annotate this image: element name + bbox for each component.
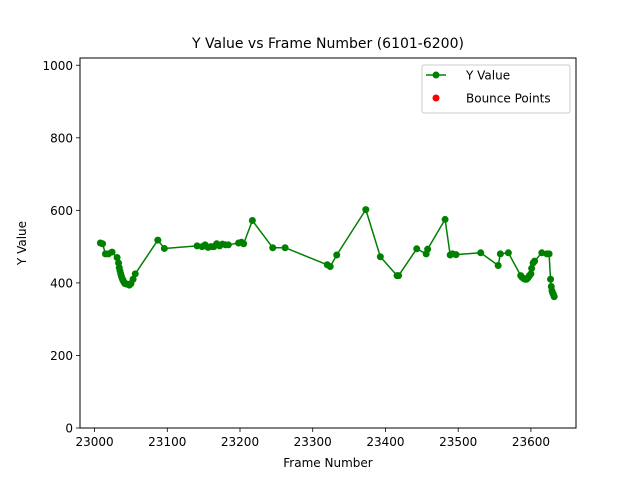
data-point [424, 245, 432, 253]
x-tick-label: 23400 [366, 435, 404, 449]
data-point [131, 270, 139, 278]
data-point [528, 264, 536, 272]
data-point [527, 270, 535, 278]
data-point [248, 217, 256, 225]
data-point [224, 241, 232, 249]
plot-area [96, 206, 558, 301]
x-tick-label: 23300 [294, 435, 332, 449]
legend-marker-y-value [432, 71, 440, 79]
data-point [269, 244, 277, 252]
data-point [547, 275, 555, 283]
x-tick-label: 23200 [221, 435, 259, 449]
data-point [395, 272, 403, 280]
data-point [545, 250, 553, 258]
data-point [531, 257, 539, 265]
legend-label-bounce-points: Bounce Points [466, 92, 551, 106]
data-point [452, 251, 460, 259]
axes-frame [79, 57, 577, 429]
data-point [376, 253, 384, 261]
data-point [413, 245, 421, 253]
data-point [160, 244, 168, 252]
legend: Y Value Bounce Points [421, 64, 571, 114]
x-tick-label: 23600 [512, 435, 550, 449]
data-point [550, 293, 558, 301]
chart-title: Y Value vs Frame Number (6101-6200) [191, 36, 464, 52]
y-axis: 0 200 400 600 800 1000 [42, 59, 80, 436]
data-point [504, 249, 512, 257]
data-point [494, 261, 502, 269]
data-point [441, 215, 449, 223]
x-axis: 23000 23100 23200 23300 23400 23500 23600 [75, 428, 550, 449]
data-point [496, 250, 504, 258]
data-point [99, 240, 107, 248]
data-point [333, 251, 341, 259]
data-point [281, 244, 289, 252]
data-point [129, 275, 137, 283]
data-point [326, 263, 334, 271]
y-axis-label: Y Value [15, 221, 29, 266]
data-point [108, 248, 116, 256]
y-tick-label: 0 [65, 422, 73, 436]
data-point [362, 206, 370, 214]
y-tick-label: 600 [50, 204, 73, 218]
y-tick-label: 400 [50, 276, 73, 290]
x-tick-label: 23100 [148, 435, 186, 449]
x-tick-label: 23500 [439, 435, 477, 449]
x-tick-label: 23000 [75, 435, 113, 449]
data-point [154, 236, 162, 244]
y-tick-label: 200 [50, 349, 73, 363]
series-line-y-value [100, 208, 555, 297]
y-tick-label: 800 [50, 131, 73, 145]
legend-marker-bounce-points [432, 94, 440, 102]
y-tick-label: 1000 [42, 59, 73, 73]
legend-frame [421, 64, 571, 114]
data-point [477, 249, 485, 257]
x-axis-label: Frame Number [283, 456, 372, 470]
legend-label-y-value: Y Value [465, 69, 510, 83]
data-point [113, 254, 121, 262]
data-point [240, 240, 248, 248]
